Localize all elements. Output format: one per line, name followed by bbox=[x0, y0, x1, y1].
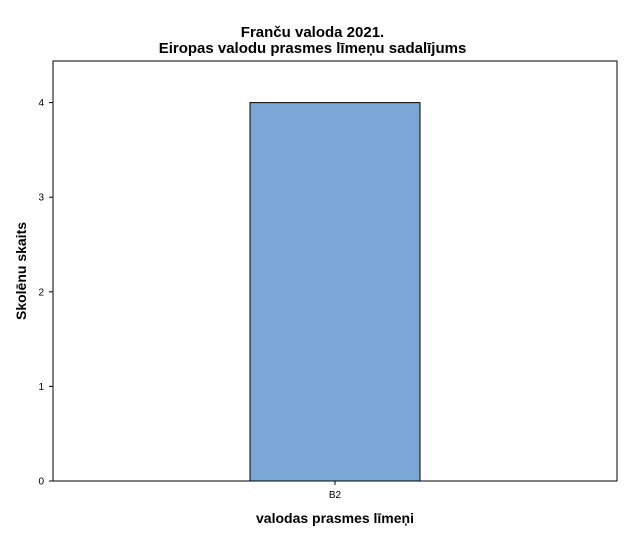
x-axis-label: valodas prasmes līmeņi bbox=[256, 510, 414, 526]
y-tick-label: 4 bbox=[38, 98, 44, 109]
y-tick-label: 1 bbox=[38, 382, 44, 393]
y-axis-label: Skolēnu skaits bbox=[13, 222, 29, 320]
chart-title: Franču valoda 2021. bbox=[240, 24, 385, 41]
y-tick-label: 0 bbox=[38, 477, 44, 488]
y-tick-label: 2 bbox=[38, 287, 44, 298]
bar-B2 bbox=[249, 102, 421, 482]
y-tick-label: 3 bbox=[38, 193, 44, 204]
chart-subtitle: Eiropas valodu prasmes līmeņu sadalījums bbox=[158, 40, 467, 57]
x-tick-label: B2 bbox=[329, 490, 342, 501]
